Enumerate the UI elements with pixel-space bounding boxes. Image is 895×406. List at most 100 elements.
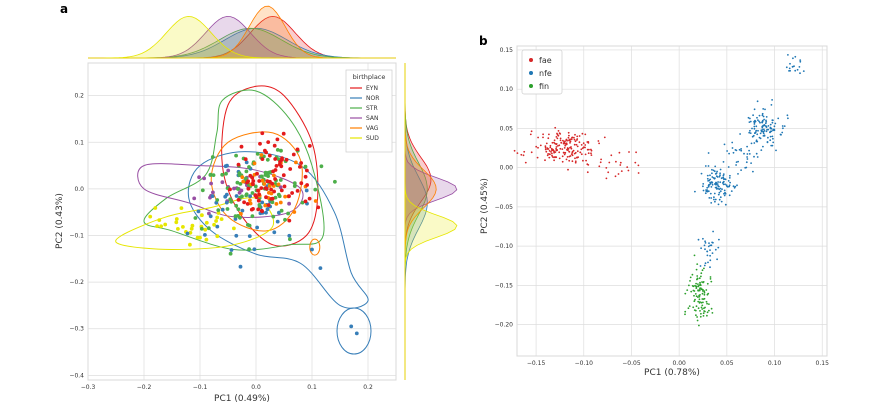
point-nfe	[727, 166, 730, 168]
point-vag	[294, 160, 298, 165]
point-fae	[573, 143, 576, 146]
point-nor	[310, 247, 314, 252]
point-eyn	[287, 194, 291, 199]
point-fin	[699, 315, 702, 318]
point-nor	[234, 233, 239, 238]
point-nfe	[781, 131, 784, 134]
point-nfe	[798, 66, 801, 68]
point-nfe	[713, 196, 715, 199]
point-str	[257, 203, 262, 207]
point-eyn	[255, 171, 259, 176]
point-str	[235, 180, 240, 185]
panel-b-y-tick-label: −0.15	[495, 282, 514, 289]
point-str	[237, 173, 242, 178]
point-vag	[276, 182, 281, 187]
point-eyn	[259, 186, 264, 191]
panel-a-y-tick-label: 0.1	[74, 139, 84, 146]
point-fae	[620, 170, 623, 173]
point-fin	[696, 263, 699, 265]
point-nfe	[710, 181, 713, 183]
point-fae	[626, 166, 629, 169]
panel-a-legend: birthplace EYN NOR STR SAN VAG SUD	[345, 69, 393, 153]
point-eyn	[268, 179, 272, 184]
point-nfe	[751, 127, 753, 130]
point-nfe	[802, 70, 805, 72]
point-fae	[530, 151, 533, 154]
point-sud	[181, 225, 185, 229]
point-sud	[188, 242, 192, 247]
point-nfe	[769, 131, 771, 134]
point-eyn	[228, 187, 232, 192]
point-fae	[563, 153, 566, 156]
point-nfe	[718, 175, 721, 178]
point-vag	[259, 153, 264, 157]
point-nfe	[746, 158, 749, 160]
point-fin	[710, 307, 713, 310]
point-eyn	[245, 202, 250, 206]
point-str	[250, 214, 255, 219]
point-str	[236, 214, 241, 218]
point-fae	[513, 149, 516, 152]
point-fae	[579, 151, 582, 154]
point-fin	[701, 292, 704, 295]
point-nor	[265, 207, 270, 212]
point-san	[192, 196, 197, 201]
point-fae	[555, 147, 557, 150]
point-fae	[635, 151, 637, 154]
point-nfe	[718, 191, 721, 194]
point-nfe	[718, 238, 720, 241]
point-fin	[703, 297, 706, 300]
point-san	[278, 185, 283, 190]
panel-b-x-tick-label: 0.05	[720, 360, 734, 367]
point-nfe	[771, 135, 774, 138]
point-nfe	[737, 173, 739, 175]
legend-label-fae: fae	[539, 56, 552, 65]
point-nfe	[735, 161, 738, 164]
legend-label-nfe: nfe	[539, 69, 552, 78]
point-nfe	[704, 240, 706, 243]
panel-b-y-tick-label: −0.20	[495, 322, 514, 329]
point-fae	[561, 148, 564, 151]
point-fae	[610, 154, 613, 157]
contour-eyn	[221, 85, 319, 247]
point-nfe	[761, 126, 764, 129]
point-fae	[580, 148, 583, 151]
point-nfe	[704, 242, 707, 244]
point-nfe	[722, 161, 725, 163]
point-eyn	[305, 183, 309, 187]
point-nfe	[767, 125, 770, 127]
point-fin	[697, 307, 700, 310]
point-nfe	[788, 67, 791, 70]
point-nfe	[723, 178, 725, 181]
point-fae	[560, 141, 563, 144]
point-nfe	[717, 193, 720, 196]
point-fin	[697, 300, 700, 303]
point-nfe	[755, 152, 758, 155]
point-vag	[267, 184, 272, 188]
point-nfe	[710, 197, 713, 199]
point-fae	[544, 148, 547, 151]
point-nor	[318, 266, 323, 271]
point-fin	[690, 290, 693, 293]
point-nfe	[714, 186, 717, 189]
point-nfe	[713, 170, 716, 173]
point-fin	[703, 291, 706, 294]
point-fae	[561, 160, 564, 163]
point-fin	[695, 285, 697, 287]
panel-b-x-tick-label: −0.10	[575, 360, 594, 367]
point-str	[250, 191, 255, 195]
point-nfe	[704, 192, 707, 195]
point-nfe	[726, 150, 728, 152]
point-eyn	[256, 198, 261, 203]
point-fae	[557, 145, 559, 147]
point-nfe	[748, 131, 751, 134]
legend-label-eyn: EYN	[366, 85, 378, 92]
point-nfe	[746, 145, 748, 148]
point-fin	[703, 267, 705, 270]
point-fin	[701, 308, 704, 310]
point-nfe	[711, 252, 714, 255]
point-fin	[697, 296, 699, 298]
point-nfe	[709, 174, 711, 177]
panel-a-y-tick-label: −0.4	[69, 372, 84, 379]
point-nfe	[772, 129, 774, 132]
